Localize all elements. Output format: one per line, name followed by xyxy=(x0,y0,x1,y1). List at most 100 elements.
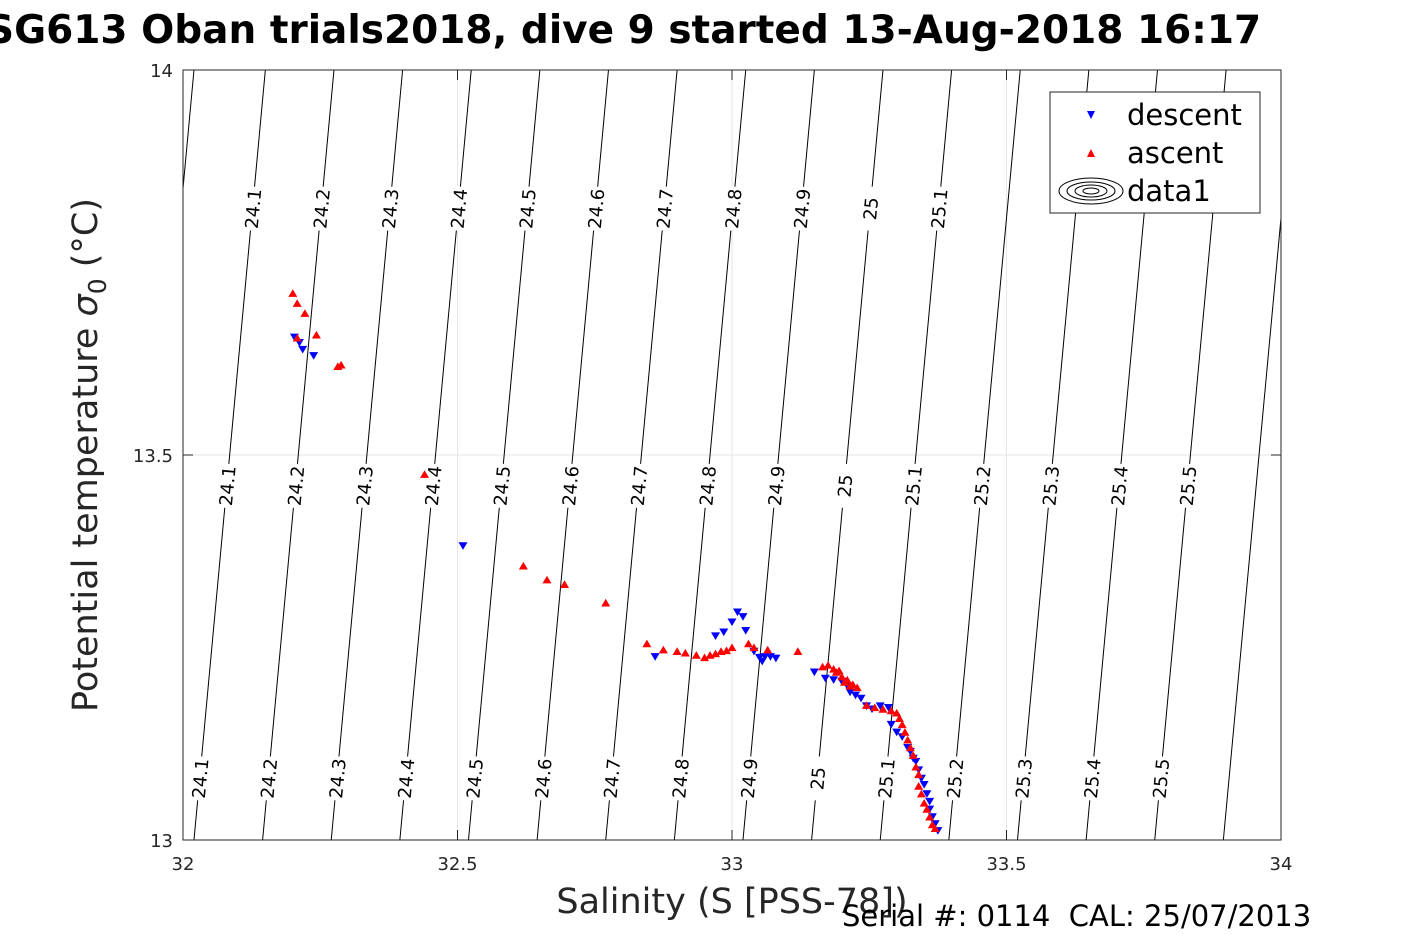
y-axis-label-main: Potential temperature xyxy=(66,316,106,712)
x-tick-label: 32 xyxy=(172,854,195,875)
contour-label: 24.8 xyxy=(669,758,694,800)
contour-label-group: 25.5 xyxy=(1147,755,1174,802)
contour-label-bg xyxy=(239,185,266,232)
ascent-point xyxy=(727,643,737,652)
contour-label-group: 24.2 xyxy=(255,755,283,802)
contour-label-group: 24.6 xyxy=(582,185,609,232)
contour-label: 24.9 xyxy=(738,758,763,800)
contour-label-bg xyxy=(968,462,995,509)
contour-label-group: 25.4 xyxy=(1105,462,1133,509)
ascent-point xyxy=(518,561,528,570)
contour-label-bg xyxy=(445,185,472,232)
ascent-point xyxy=(848,680,858,689)
contour-label-bg xyxy=(941,755,968,802)
ascent-series xyxy=(288,289,940,833)
contour-label-bg xyxy=(1174,462,1201,509)
ascent-point xyxy=(852,683,862,692)
ascent-point xyxy=(878,705,888,713)
contour-label: 24.2 xyxy=(310,188,335,230)
contour-label-group: 25.2 xyxy=(941,755,968,802)
descent-point xyxy=(309,352,319,360)
contour-label-bg xyxy=(461,755,488,802)
ascent-point xyxy=(672,647,682,655)
ascent-point xyxy=(642,639,652,648)
legend-contour-icon xyxy=(1058,177,1124,205)
ascent-point xyxy=(908,751,918,759)
x-axis-label: Salinity (S [PSS-78]) xyxy=(556,882,907,922)
contour-label: 24.5 xyxy=(490,465,515,507)
contour-label-group: 24.9 xyxy=(788,185,816,232)
x-tick-label: 33 xyxy=(721,854,744,875)
descent-point xyxy=(845,688,855,697)
descent-point xyxy=(883,703,893,712)
x-tick-label: 34 xyxy=(1270,854,1293,875)
legend: descent ascent data1 xyxy=(1049,91,1261,214)
contour-label: 24.6 xyxy=(559,465,584,507)
contour-label: 25.4 xyxy=(1081,758,1106,800)
contour-label: 25.2 xyxy=(971,465,996,507)
ascent-point xyxy=(601,598,611,607)
contour-label-group: 25 xyxy=(831,462,858,509)
contour-label: 24.9 xyxy=(765,465,790,507)
descent-point xyxy=(829,676,839,684)
contour-label-bg xyxy=(762,462,789,509)
ascent-point xyxy=(823,661,833,669)
contour-label: 25 xyxy=(860,196,883,221)
contour-label-bg xyxy=(213,462,240,509)
contour-label: 24.2 xyxy=(258,758,283,800)
contour-label: 24.3 xyxy=(326,758,351,800)
ascent-point xyxy=(894,714,904,722)
chart-title-text: SG613 Oban trials2018, dive 9 started 13… xyxy=(0,8,1262,53)
contour-label-bg xyxy=(788,185,815,232)
legend-ascent-label: ascent xyxy=(1127,136,1223,170)
contour-label-group: 25.2 xyxy=(968,462,996,509)
chart-title: SG613 Oban trials2018, dive 9 started 13… xyxy=(0,8,1417,56)
descent-point xyxy=(919,780,929,789)
descent-point xyxy=(754,653,764,662)
contour-label-bg xyxy=(872,755,899,802)
ascent-point xyxy=(292,299,302,307)
contour-label-group: 25 xyxy=(804,755,830,802)
contour-label: 25.3 xyxy=(1012,758,1037,800)
descent-point xyxy=(650,653,660,661)
contour-label-bg xyxy=(625,462,652,509)
contour-label-bg xyxy=(857,185,884,232)
descent-point xyxy=(875,702,885,711)
contour-label-bg xyxy=(308,185,335,232)
ascent-point xyxy=(722,646,732,655)
legend-descent-marker xyxy=(1087,111,1095,119)
contour-label: 25.3 xyxy=(1039,465,1064,507)
contour-label-group: 24.1 xyxy=(186,755,213,802)
ascent-point xyxy=(700,653,710,662)
contour-label: 24.3 xyxy=(353,465,378,507)
contour-label-group: 24.5 xyxy=(514,185,541,232)
contour-label-group: 25.3 xyxy=(1010,755,1037,802)
y-tick-label: 13.5 xyxy=(133,446,173,467)
contour-label-bg xyxy=(376,185,403,232)
contour-label-bg xyxy=(582,185,609,232)
contour-label-group: 24.2 xyxy=(282,462,309,509)
contour-label-bg xyxy=(694,462,721,509)
contour-label-bg xyxy=(831,462,858,509)
contour-label: 24.5 xyxy=(516,188,541,230)
y-axis-label: Potential temperature σ0 (°C) xyxy=(66,198,112,712)
descent-point xyxy=(719,628,729,637)
contour-label: 25 xyxy=(834,474,857,499)
descent-point xyxy=(732,608,742,617)
contour-label-group: 24.9 xyxy=(762,462,790,509)
contour-label-group: 25.1 xyxy=(925,185,953,232)
descent-point xyxy=(738,613,748,621)
ascent-point xyxy=(420,470,430,478)
ascent-point xyxy=(292,333,302,342)
contour-label-bg xyxy=(900,462,927,509)
descent-point xyxy=(298,345,308,354)
contour-label-bg xyxy=(719,185,746,232)
contour-label-bg xyxy=(529,755,556,802)
contour-label-group: 24.5 xyxy=(461,755,488,802)
contour-label-bg xyxy=(556,462,583,509)
contour-label-bg xyxy=(351,462,378,509)
contour-label: 25.1 xyxy=(875,758,900,800)
descent-point xyxy=(820,674,830,683)
contour-label: 24.9 xyxy=(791,188,816,230)
contour-label-group: 24.4 xyxy=(392,755,419,802)
